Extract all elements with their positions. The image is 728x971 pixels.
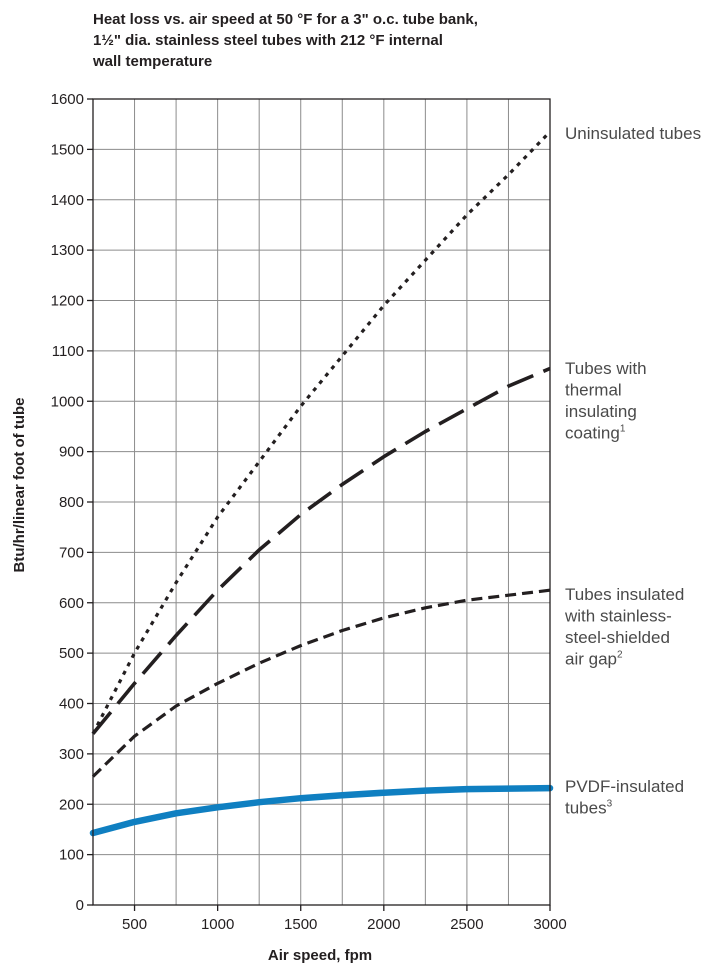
series-label-1: Uninsulated tubes <box>565 124 701 143</box>
series-labels: Uninsulated tubes Tubes with thermal insula… <box>564 124 701 818</box>
y-tick-label: 1300 <box>51 242 84 259</box>
x-tick-label: 2000 <box>367 916 400 933</box>
y-tick-label: 300 <box>59 746 84 763</box>
series-label-3: Tubes insulated with stainless-steel-shie… <box>564 585 684 669</box>
y-tick-label: 700 <box>59 544 84 561</box>
x-tick-label: 500 <box>122 916 147 933</box>
grid <box>93 99 550 905</box>
y-tick-label: 1500 <box>51 141 84 158</box>
title-line-3: wall temperature <box>92 53 212 70</box>
series-line-1 <box>91 130 552 735</box>
y-tick-label: 100 <box>59 847 84 864</box>
y-tick-label: 600 <box>59 595 84 612</box>
x-tick-label: 2500 <box>450 916 483 933</box>
series-line-3 <box>91 588 551 778</box>
title-line-2: 1½" dia. stainless steel tubes with 212 … <box>93 32 443 49</box>
x-tick-label: 1500 <box>284 916 317 933</box>
y-tick-label: 1000 <box>51 393 84 410</box>
x-tick-label: 1000 <box>201 916 234 933</box>
y-tick-label: 800 <box>59 494 84 511</box>
x-axis-title: Air speed, fpm <box>268 947 372 964</box>
x-tick-label: 3000 <box>533 916 566 933</box>
series-line-2 <box>91 366 551 735</box>
y-tick-label: 500 <box>59 645 84 662</box>
y-tick-label: 200 <box>59 796 84 813</box>
chart-title: Heat loss vs. air speed at 50 °F for a 3… <box>92 11 478 70</box>
y-tick-label: 1100 <box>52 343 84 360</box>
axes: 0 100 200 300 400 500 600 700 800 900 1000 1100 1200… <box>51 91 567 933</box>
series-label-2: Tubes with thermal insulating coating1 <box>565 359 647 443</box>
title-line-1: Heat loss vs. air speed at 50 °F for a 3… <box>93 11 478 28</box>
y-axis-title: Btu/hr/linear foot of tube <box>11 398 28 573</box>
series-lines <box>89 130 554 837</box>
y-tick-label: 900 <box>59 444 84 461</box>
y-tick-label: 1400 <box>51 192 84 209</box>
y-tick-label: 0 <box>76 897 84 914</box>
series-label-4: PVDF-insulated tubes3 <box>565 777 684 818</box>
y-tick-label: 400 <box>59 696 84 713</box>
y-tick-label: 1200 <box>51 293 84 310</box>
y-tick-label: 1600 <box>51 91 84 108</box>
series-line-4 <box>89 784 554 837</box>
